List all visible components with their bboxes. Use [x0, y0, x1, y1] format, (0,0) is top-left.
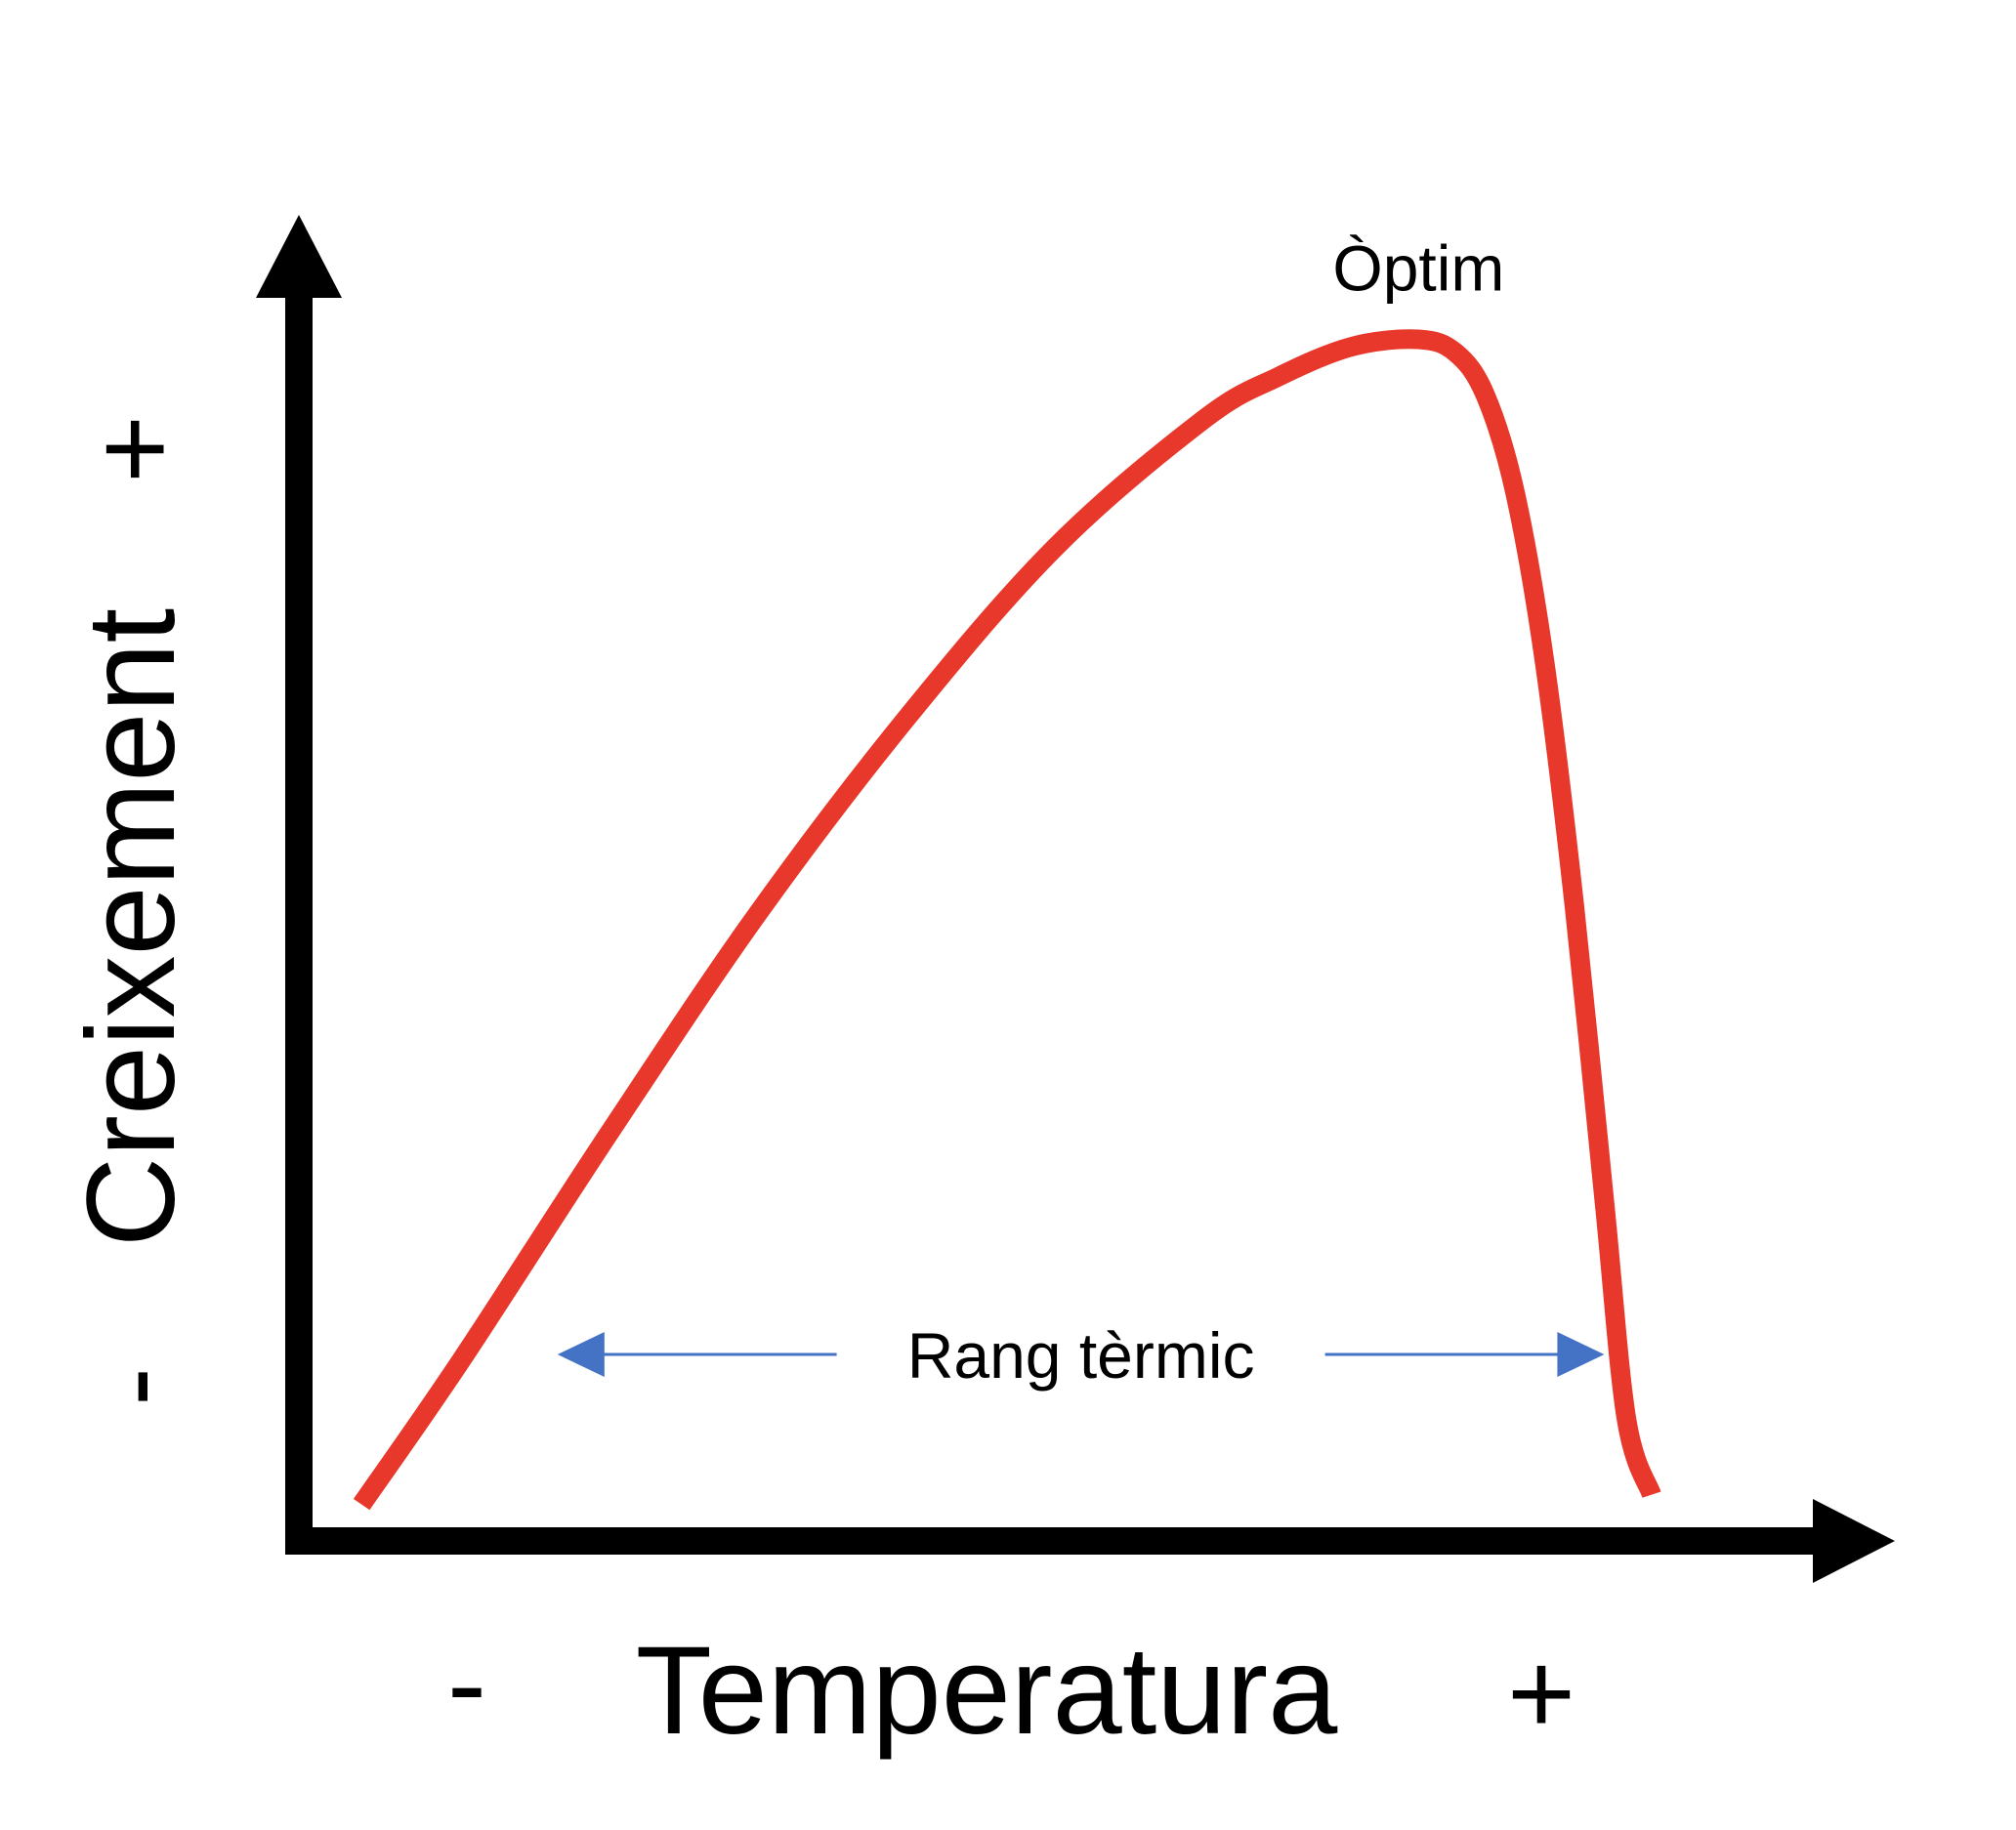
- x-axis-min-sign: -: [447, 1618, 486, 1749]
- y-axis-min-sign: -: [68, 1367, 199, 1406]
- range-arrow-right-head: [1557, 1332, 1605, 1378]
- growth-curve-line: [353, 329, 1661, 1511]
- x-axis-arrowhead: [1813, 1499, 1895, 1583]
- range-arrow-left-head: [557, 1332, 605, 1378]
- optimum-annotation: Òptim: [1332, 232, 1504, 305]
- x-axis-title: Temperatura: [636, 1621, 1338, 1761]
- thermal-range-annotation: Rang tèrmic: [907, 1319, 1255, 1392]
- y-axis-max-sign: +: [68, 415, 199, 483]
- y-axis-arrowhead: [256, 215, 342, 298]
- x-axis-max-sign: +: [1507, 1628, 1575, 1759]
- y-axis-title: Creixement: [62, 608, 201, 1247]
